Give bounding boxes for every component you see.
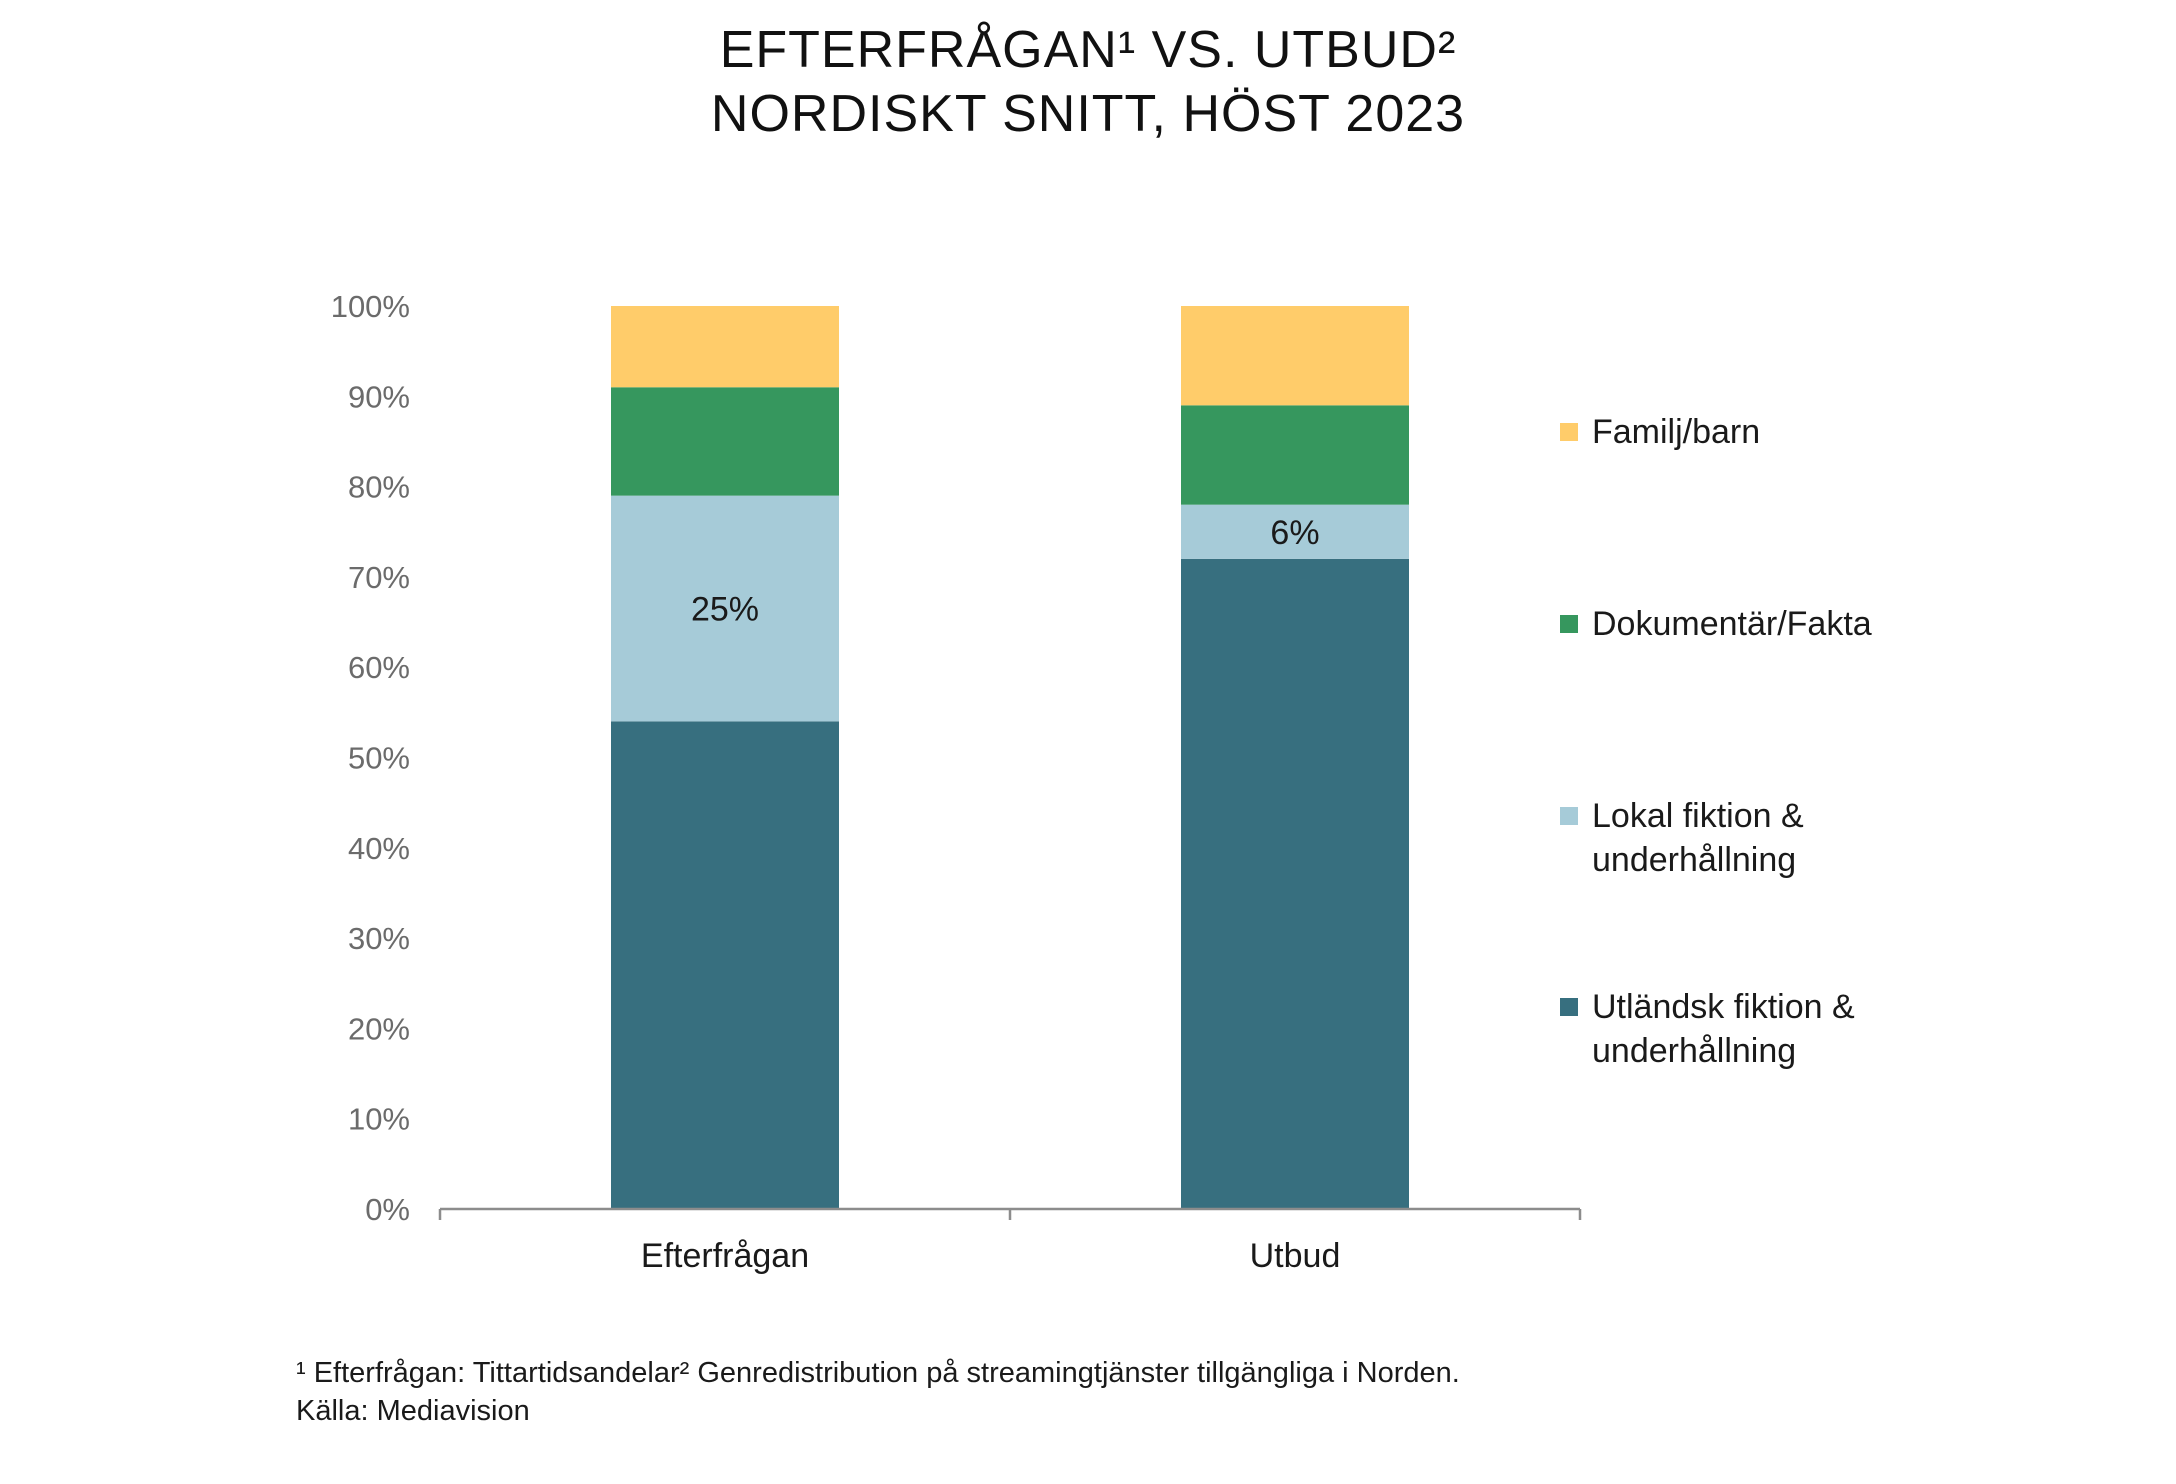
- y-tick-label: 80%: [348, 470, 410, 505]
- legend-label: Dokumentär/Fakta: [1592, 605, 1872, 643]
- footnote-source: Källa: Mediavision: [296, 1395, 530, 1427]
- data-label: 6%: [1270, 514, 1319, 552]
- bar-segment: [1181, 405, 1409, 505]
- legend-label: Familj/barn: [1592, 413, 1761, 451]
- legend-swatch: [1560, 807, 1578, 825]
- y-tick-label: 60%: [348, 650, 410, 685]
- y-tick-label: 90%: [348, 379, 410, 414]
- chart-title: EFTERFRÅGAN¹ VS. UTBUD² NORDISKT SNITT, …: [0, 18, 2176, 146]
- data-label: 25%: [691, 591, 759, 629]
- x-category-label: Utbud: [1250, 1237, 1341, 1275]
- y-tick-label: 50%: [348, 741, 410, 776]
- y-tick-label: 20%: [348, 1011, 410, 1046]
- bar-segment: [611, 495, 839, 722]
- y-tick-label: 70%: [348, 560, 410, 595]
- legend-label: Lokal fiktion & underhållning: [1592, 797, 1804, 879]
- bar-segment: [611, 306, 839, 388]
- legend-swatch: [1560, 423, 1578, 441]
- footnote-definitions: ¹ Efterfrågan: Tittartidsandelar² Genred…: [296, 1357, 1460, 1389]
- bar-segment: [611, 721, 839, 1209]
- y-tick-label: 100%: [331, 289, 410, 324]
- legend-swatch: [1560, 998, 1578, 1016]
- bar-segment: [1181, 504, 1409, 559]
- legend-swatch: [1560, 615, 1578, 633]
- y-tick-label: 30%: [348, 921, 410, 956]
- footnote: ¹ Efterfrågan: Tittartidsandelar² Genred…: [296, 1354, 1460, 1430]
- bar-segment: [611, 387, 839, 496]
- bar-segment: [1181, 558, 1409, 1209]
- y-tick-label: 0%: [365, 1192, 410, 1227]
- chart-title-line-2: NORDISKT SNITT, HÖST 2023: [710, 85, 1466, 143]
- y-tick-label: 40%: [348, 831, 410, 866]
- legend-label: Utländsk fiktion & underhållning: [1592, 988, 1855, 1070]
- chart-title-line-1: EFTERFRÅGAN¹ VS. UTBUD²: [719, 21, 1457, 79]
- bar-segment: [1181, 306, 1409, 406]
- y-tick-label: 10%: [348, 1102, 410, 1137]
- x-category-label: Efterfrågan: [641, 1237, 809, 1275]
